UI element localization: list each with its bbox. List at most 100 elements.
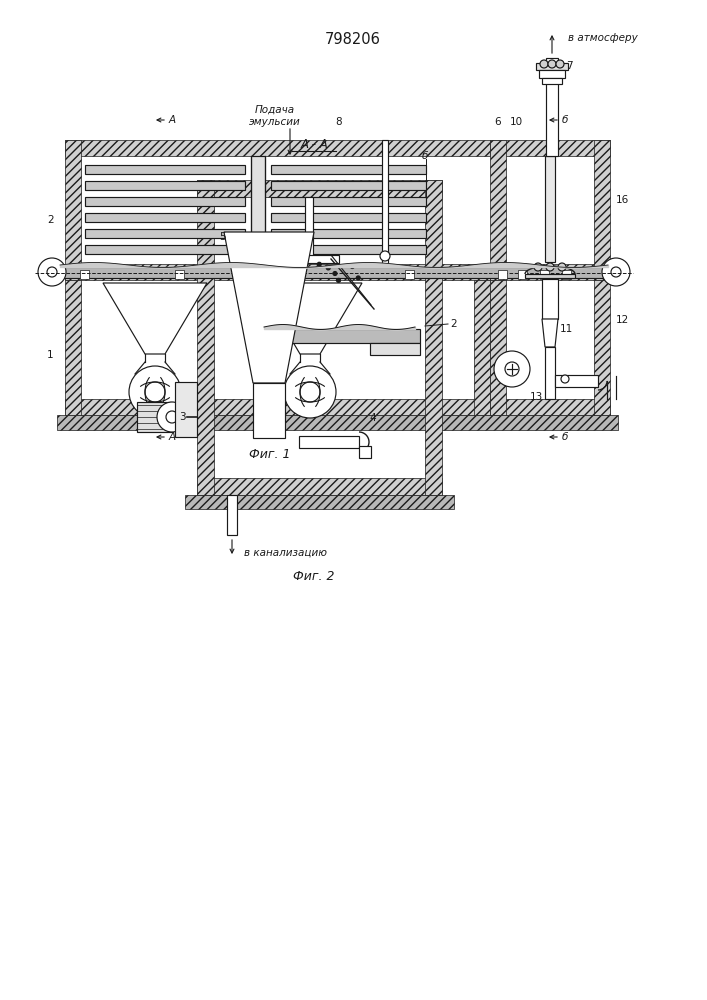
- Bar: [65, 264, 490, 280]
- Bar: [474, 280, 490, 415]
- Bar: [542, 78, 562, 84]
- Polygon shape: [258, 283, 362, 354]
- Circle shape: [129, 366, 181, 418]
- Circle shape: [561, 375, 569, 383]
- Bar: [425, 180, 442, 495]
- Circle shape: [534, 263, 542, 271]
- Text: б: б: [422, 151, 428, 161]
- Circle shape: [317, 262, 321, 266]
- Circle shape: [157, 402, 187, 432]
- Text: 7: 7: [566, 61, 573, 71]
- Circle shape: [602, 258, 630, 286]
- Bar: [490, 280, 506, 415]
- Bar: [305, 197, 313, 259]
- Text: 2: 2: [450, 319, 457, 329]
- Text: 798206: 798206: [325, 32, 381, 47]
- Bar: [271, 245, 426, 254]
- Text: эмульсии: эмульсии: [249, 117, 301, 127]
- Text: 16: 16: [616, 195, 629, 205]
- Text: 12: 12: [616, 315, 629, 325]
- Text: б: б: [562, 115, 568, 125]
- Bar: [85, 229, 245, 238]
- Text: 13: 13: [530, 392, 543, 402]
- Text: 10: 10: [510, 117, 523, 127]
- Circle shape: [166, 411, 178, 423]
- Bar: [185, 495, 454, 509]
- Circle shape: [337, 278, 341, 282]
- Bar: [271, 165, 426, 174]
- Text: 5: 5: [219, 232, 226, 242]
- Bar: [85, 165, 245, 174]
- Bar: [359, 446, 371, 458]
- Bar: [299, 436, 359, 448]
- Bar: [536, 63, 568, 70]
- Bar: [490, 264, 610, 280]
- Text: 1: 1: [47, 350, 54, 360]
- Circle shape: [297, 262, 300, 266]
- Text: 2: 2: [47, 215, 54, 225]
- Text: 4: 4: [369, 413, 375, 423]
- Text: в атмосферу: в атмосферу: [568, 33, 638, 43]
- Circle shape: [327, 266, 330, 270]
- Bar: [253, 383, 285, 438]
- Bar: [271, 181, 426, 190]
- Circle shape: [288, 266, 292, 270]
- Bar: [540, 270, 549, 279]
- Bar: [562, 270, 571, 279]
- Bar: [490, 140, 610, 156]
- Bar: [545, 156, 555, 262]
- Text: в канализацию: в канализацию: [244, 548, 327, 558]
- Bar: [175, 382, 197, 437]
- Circle shape: [300, 382, 320, 402]
- Bar: [197, 478, 442, 495]
- Text: А: А: [169, 432, 176, 442]
- Bar: [525, 274, 575, 278]
- Circle shape: [540, 60, 548, 68]
- Polygon shape: [542, 319, 558, 347]
- Circle shape: [277, 278, 281, 282]
- Bar: [197, 180, 442, 197]
- Bar: [405, 270, 414, 279]
- Text: Подача: Подача: [255, 105, 295, 115]
- Polygon shape: [103, 283, 207, 354]
- Bar: [260, 280, 276, 415]
- Bar: [137, 402, 172, 432]
- Bar: [65, 140, 490, 156]
- Bar: [594, 140, 610, 280]
- Circle shape: [47, 267, 57, 277]
- Bar: [85, 245, 245, 254]
- Bar: [546, 58, 558, 156]
- Bar: [251, 156, 265, 264]
- Circle shape: [356, 276, 361, 280]
- Circle shape: [546, 263, 554, 271]
- Bar: [65, 280, 81, 415]
- Text: А - А: А - А: [300, 138, 328, 151]
- Polygon shape: [224, 232, 314, 383]
- Circle shape: [380, 251, 390, 261]
- Bar: [271, 197, 426, 206]
- Bar: [85, 181, 245, 190]
- Bar: [555, 375, 598, 387]
- Bar: [518, 270, 527, 279]
- Circle shape: [350, 264, 354, 268]
- Text: Фиг. 1: Фиг. 1: [250, 448, 291, 462]
- Text: А: А: [169, 115, 176, 125]
- Bar: [227, 495, 237, 535]
- Circle shape: [284, 366, 336, 418]
- Bar: [498, 270, 507, 279]
- Circle shape: [558, 263, 566, 271]
- Circle shape: [38, 258, 66, 286]
- Bar: [85, 213, 245, 222]
- Bar: [55, 267, 613, 278]
- Circle shape: [494, 351, 530, 387]
- Bar: [594, 280, 610, 415]
- Bar: [57, 415, 618, 430]
- Circle shape: [258, 276, 262, 280]
- Bar: [80, 270, 89, 279]
- Bar: [197, 180, 214, 495]
- Bar: [259, 329, 420, 343]
- Bar: [65, 140, 81, 280]
- Circle shape: [145, 382, 165, 402]
- Text: 3: 3: [179, 412, 186, 422]
- Bar: [545, 347, 555, 399]
